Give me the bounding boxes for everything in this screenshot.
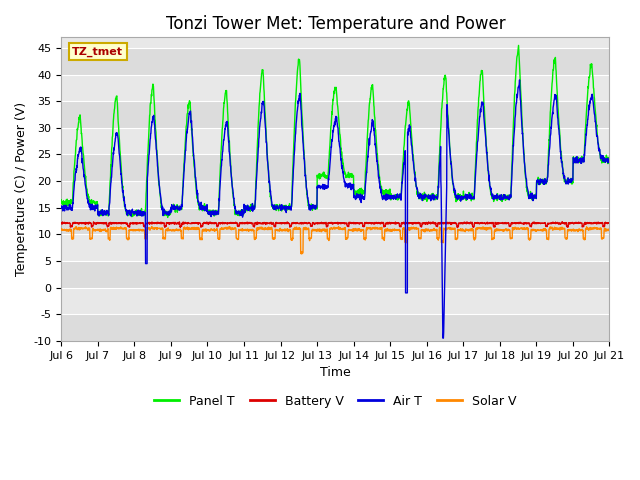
Panel T	[605, 159, 613, 165]
Battery V	[573, 220, 580, 226]
Air T	[573, 157, 580, 163]
Panel T	[573, 156, 580, 162]
Bar	[61, 101, 609, 128]
Panel T	[58, 197, 65, 203]
Bar	[61, 261, 609, 288]
Line: Air T: Air T	[61, 80, 609, 338]
Solar V	[211, 226, 218, 231]
Battery V	[454, 225, 461, 230]
Bar	[61, 128, 609, 155]
Air T	[495, 194, 502, 200]
Bar	[61, 155, 609, 181]
Air T	[58, 203, 65, 209]
Legend: Panel T, Battery V, Air T, Solar V: Panel T, Battery V, Air T, Solar V	[149, 390, 522, 412]
Line: Solar V: Solar V	[61, 227, 609, 254]
Panel T	[515, 43, 522, 48]
Air T	[439, 335, 447, 341]
Air T	[351, 195, 359, 201]
Bar	[61, 74, 609, 101]
Air T	[605, 155, 613, 161]
Title: Tonzi Tower Met: Temperature and Power: Tonzi Tower Met: Temperature and Power	[166, 15, 505, 33]
Battery V	[211, 220, 218, 226]
Panel T	[351, 190, 359, 196]
Bar	[61, 234, 609, 261]
Air T	[211, 211, 218, 216]
Solar V	[364, 225, 371, 230]
Panel T	[164, 215, 172, 220]
Air T	[363, 163, 371, 169]
Battery V	[495, 221, 502, 227]
Air T	[516, 77, 524, 83]
Solar V	[352, 226, 360, 231]
Panel T	[364, 136, 371, 142]
Line: Panel T: Panel T	[61, 46, 609, 217]
Panel T	[557, 152, 565, 158]
Solar V	[573, 228, 580, 233]
Solar V	[495, 227, 503, 232]
Y-axis label: Temperature (C) / Power (V): Temperature (C) / Power (V)	[15, 102, 28, 276]
Bar	[61, 208, 609, 234]
X-axis label: Time: Time	[320, 366, 351, 379]
Solar V	[58, 227, 65, 232]
Battery V	[58, 220, 65, 226]
Bar	[61, 181, 609, 208]
Battery V	[351, 221, 359, 227]
Solar V	[335, 224, 342, 229]
Text: TZ_tmet: TZ_tmet	[72, 47, 124, 57]
Air T	[557, 159, 565, 165]
Bar	[61, 288, 609, 314]
Battery V	[605, 220, 613, 226]
Solar V	[557, 225, 565, 231]
Bar	[61, 48, 609, 74]
Solar V	[298, 251, 305, 257]
Panel T	[211, 213, 218, 219]
Battery V	[363, 220, 371, 226]
Solar V	[605, 228, 613, 234]
Panel T	[495, 195, 502, 201]
Line: Battery V: Battery V	[61, 222, 609, 228]
Bar	[61, 314, 609, 341]
Battery V	[557, 220, 565, 226]
Battery V	[558, 219, 566, 225]
